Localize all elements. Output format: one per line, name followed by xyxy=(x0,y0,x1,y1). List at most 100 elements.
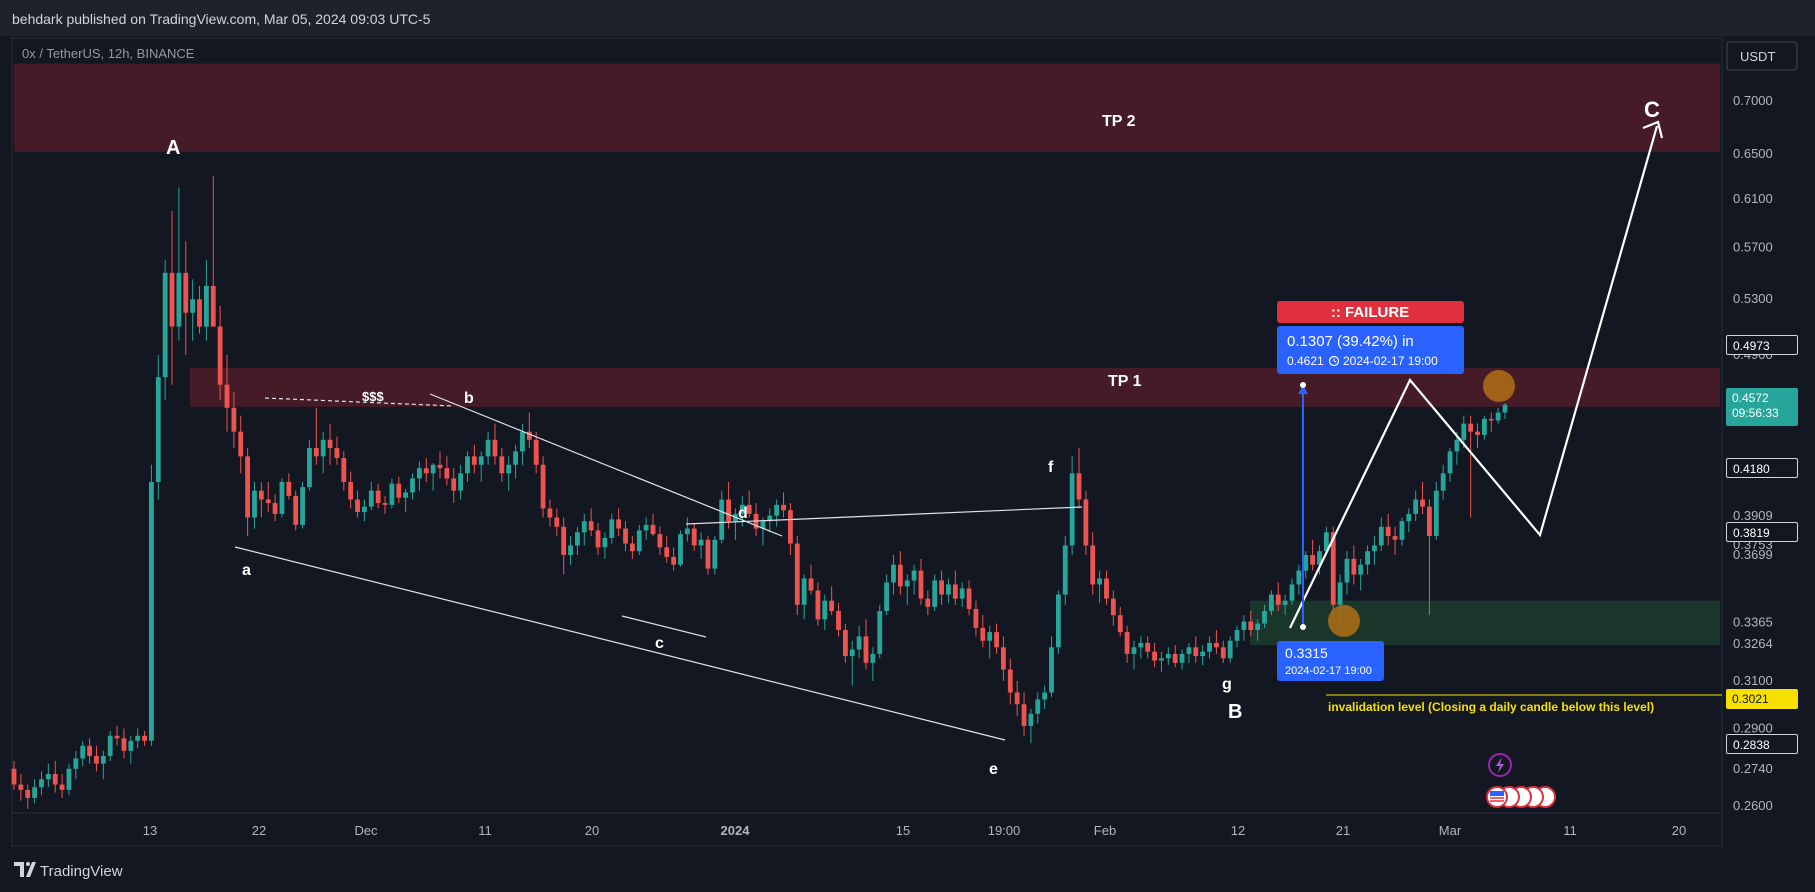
candle-body xyxy=(836,611,841,630)
candle-body xyxy=(863,636,869,663)
candle-body xyxy=(1310,555,1316,565)
clock-icon xyxy=(1328,355,1340,367)
candle-body xyxy=(623,528,628,544)
measure-start-box xyxy=(1277,641,1384,681)
candle-body xyxy=(581,521,587,533)
price-tick-label: 0.3264 xyxy=(1733,636,1773,651)
liquidity-dashed-line xyxy=(264,397,454,407)
wave-label-A: A xyxy=(166,137,180,159)
candle-body xyxy=(973,608,979,628)
candle-body xyxy=(45,774,51,780)
candle-body xyxy=(650,524,656,535)
footer-brand: TradingView xyxy=(40,863,123,880)
candle-body xyxy=(313,448,319,457)
candle-body xyxy=(1433,490,1439,537)
candle-body xyxy=(1454,439,1460,452)
candle-body xyxy=(678,534,683,565)
candle-body xyxy=(471,456,477,465)
candle-body xyxy=(39,779,44,788)
candle-body xyxy=(1282,600,1288,605)
candle-body xyxy=(1427,506,1432,537)
candle-body xyxy=(258,490,264,500)
measure-top-point[interactable] xyxy=(1300,382,1306,388)
candle-body xyxy=(1241,621,1247,630)
candle-body xyxy=(849,649,855,657)
candle-body xyxy=(1055,594,1061,648)
candle-body xyxy=(224,384,230,408)
tp2-zone xyxy=(14,63,1720,152)
candle-body xyxy=(671,556,677,565)
symbol-info: 0x / TetherUS, 12h, BINANCE xyxy=(22,46,195,61)
candle-body xyxy=(1152,651,1157,661)
failure-badge xyxy=(1277,301,1464,323)
candle-body xyxy=(561,526,567,556)
publish-info: behdark published on TradingView.com, Ma… xyxy=(12,11,431,27)
candle-body xyxy=(1172,653,1178,663)
candle-body xyxy=(946,584,951,595)
candle-body xyxy=(1372,545,1377,552)
candle-body xyxy=(788,510,793,544)
candle-body xyxy=(829,600,835,612)
candle-body xyxy=(1207,642,1212,652)
projection-arrowhead xyxy=(1642,120,1664,139)
price-tick-label: 0.5700 xyxy=(1733,239,1773,254)
lower-wedge-line xyxy=(234,546,1006,741)
candle-body xyxy=(1131,647,1137,654)
candle-body xyxy=(210,285,216,327)
candle-body xyxy=(1495,412,1501,421)
time-tick-label: 19:00 xyxy=(988,823,1021,838)
candles-group xyxy=(11,176,1508,809)
time-tick-label: 13 xyxy=(143,823,157,838)
time-scale[interactable]: 13 22 Dec 11 20 2024 15 19:00 Feb 12 21 Mar 11 20 xyxy=(143,823,1686,838)
candle-body xyxy=(513,451,518,465)
candle-body xyxy=(423,468,429,474)
price-tick-label: 0.7000 xyxy=(1733,93,1773,108)
measure-bottom-point[interactable] xyxy=(1300,624,1306,630)
invalidation-text: invalidation level (Closing a daily cand… xyxy=(1328,700,1654,714)
measure-bottom-price: 0.3315 xyxy=(1285,645,1328,661)
time-tick-label: 11 xyxy=(1563,823,1577,838)
candle-body xyxy=(636,530,642,552)
candle-body xyxy=(1392,536,1398,540)
candle-body xyxy=(327,439,333,449)
candle-body xyxy=(1124,632,1130,654)
candle-body xyxy=(1049,647,1054,693)
candle-body xyxy=(684,528,690,535)
economic-events-flags-icon[interactable] xyxy=(1486,786,1556,808)
support-zone xyxy=(1250,600,1720,646)
candle-body xyxy=(190,299,196,313)
candle-body xyxy=(73,758,79,769)
lightning-event-icon[interactable] xyxy=(1488,753,1512,777)
tp2-label: TP 2 xyxy=(1102,113,1136,130)
candle-body xyxy=(1337,582,1343,605)
candle-body xyxy=(1461,423,1467,440)
time-tick-label: Feb xyxy=(1094,823,1116,838)
candle-body xyxy=(293,495,299,525)
candle-body xyxy=(891,564,896,583)
candle-body xyxy=(1420,499,1425,507)
tradingview-logo-icon[interactable] xyxy=(14,862,36,877)
candle-body xyxy=(176,272,182,327)
price-tick-label: 0.3100 xyxy=(1733,673,1773,688)
candle-body xyxy=(712,539,718,569)
candle-body xyxy=(1344,558,1350,583)
candle-body xyxy=(794,543,800,605)
candle-body xyxy=(691,528,697,546)
candle-body xyxy=(197,299,202,327)
header-bar xyxy=(0,0,1815,36)
candle-body xyxy=(396,483,402,498)
candle-body xyxy=(80,745,86,759)
price-label-badge: 0.4180 xyxy=(1726,458,1798,479)
candle-body xyxy=(746,504,752,514)
time-tick-label: 21 xyxy=(1336,823,1350,838)
candle-body xyxy=(1090,545,1096,585)
candle-body xyxy=(128,740,134,751)
wave-label-d: d xyxy=(738,505,748,522)
candle-body xyxy=(149,481,154,741)
candle-body xyxy=(348,481,354,500)
candle-body xyxy=(355,499,360,513)
candle-body xyxy=(801,578,807,605)
currency-button[interactable] xyxy=(1726,41,1798,71)
